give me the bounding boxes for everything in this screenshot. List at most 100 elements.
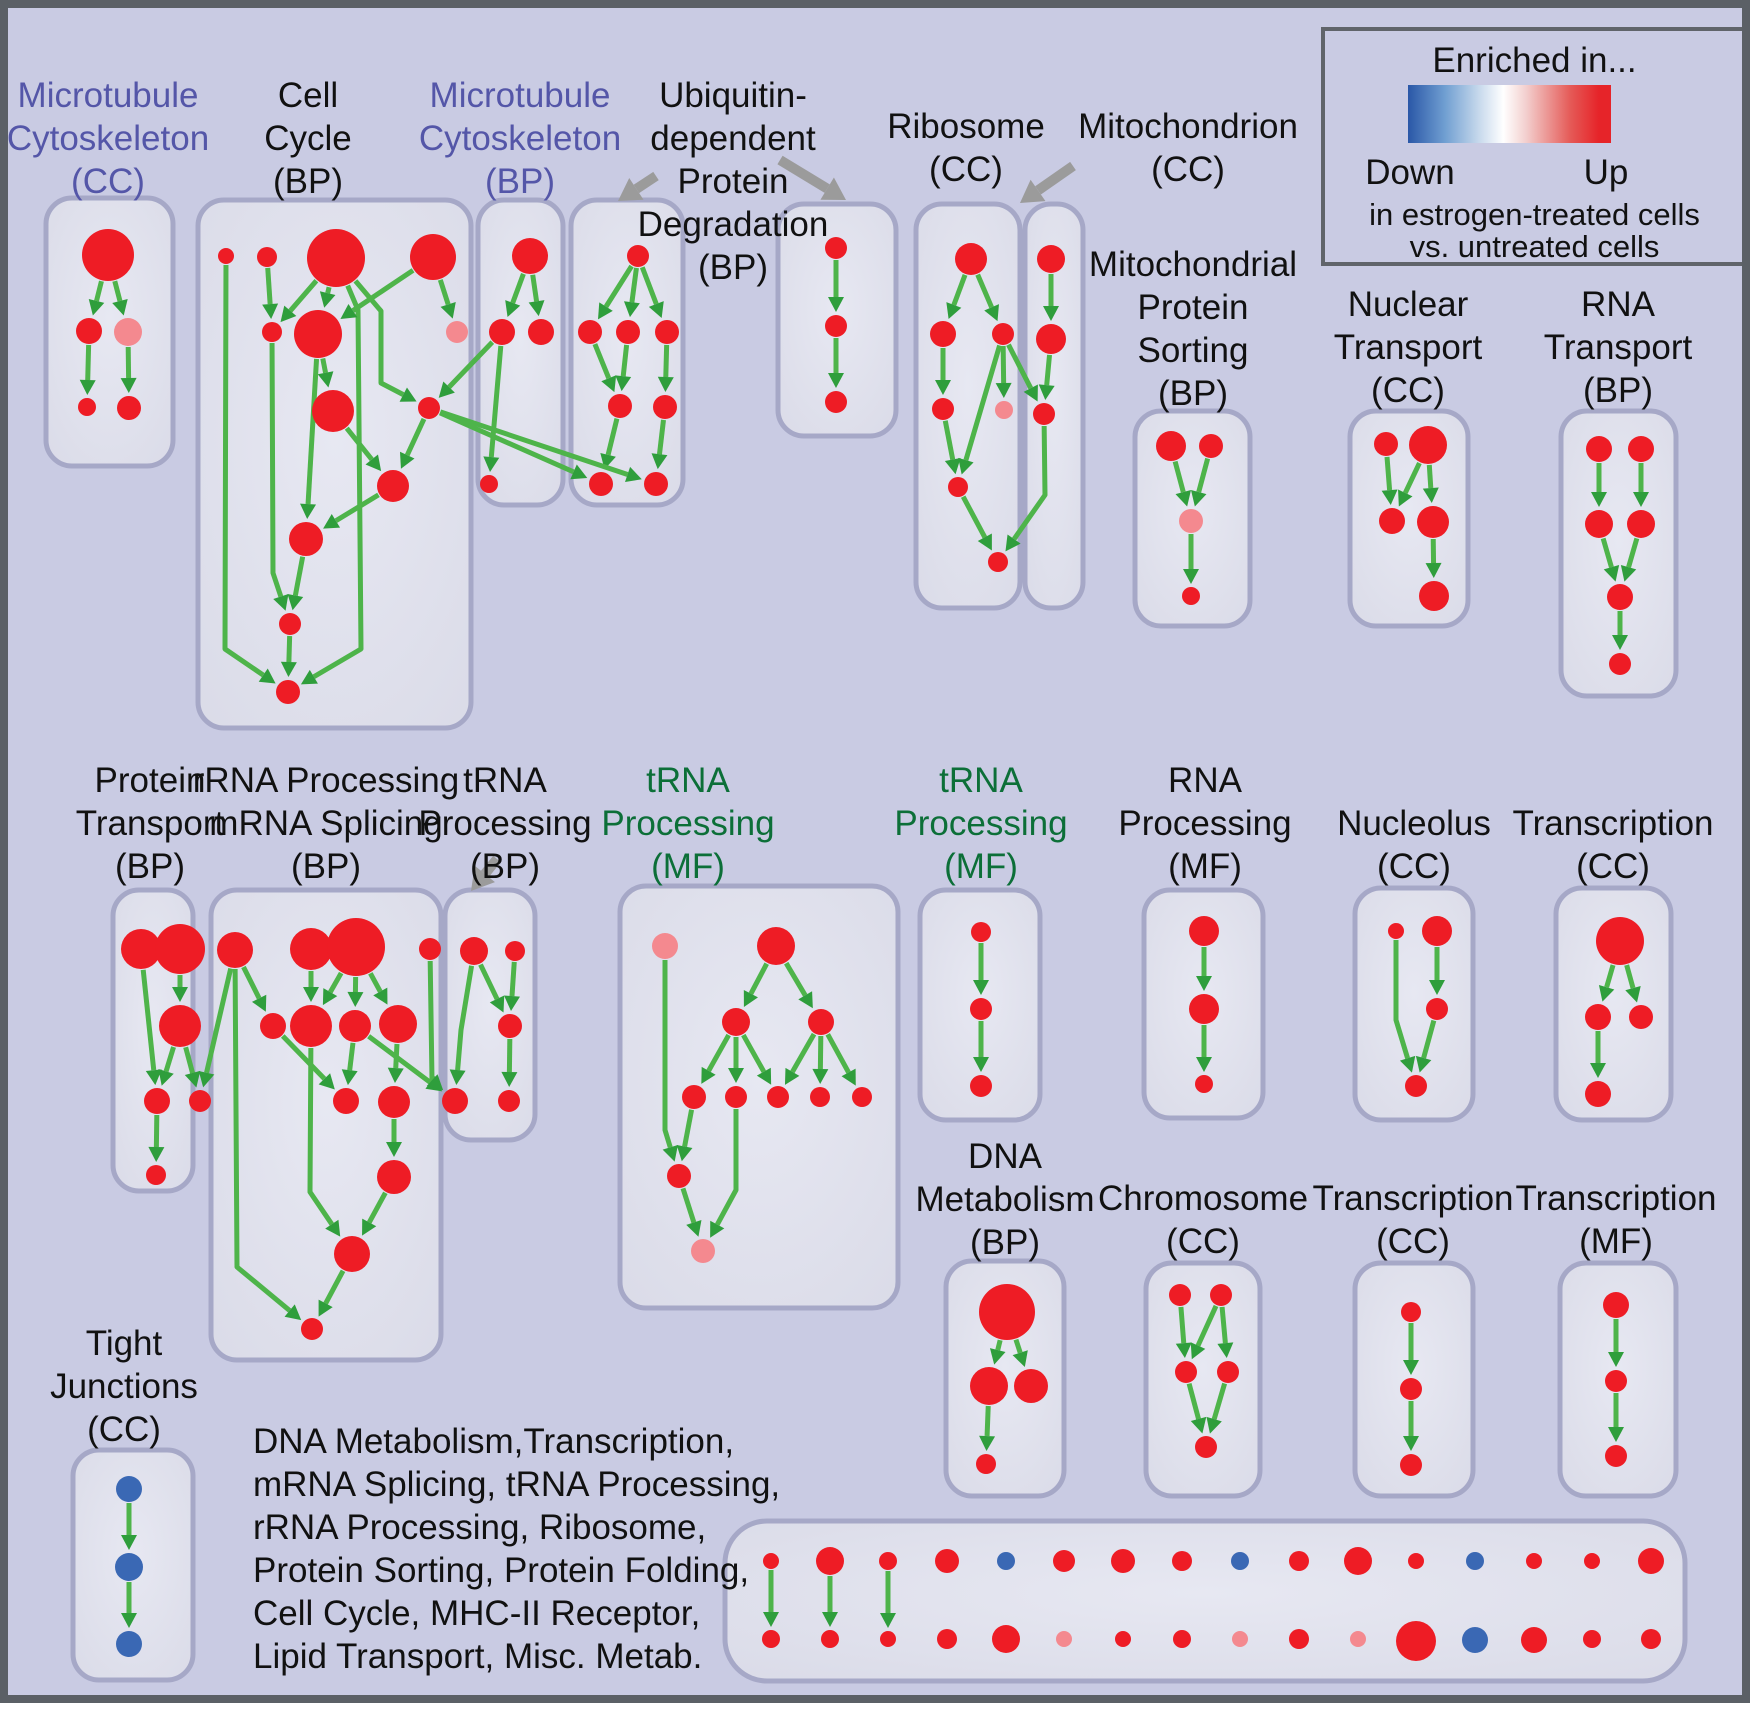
edge-arrow-head (648, 301, 664, 318)
edge-arrow (975, 273, 994, 309)
edge-arrow (662, 960, 673, 1149)
cluster-label-rna-processing-mf: RNA Processing (MF) (1118, 761, 1292, 886)
edge-arrow-head (145, 1069, 162, 1086)
go-term-node (78, 398, 96, 416)
annotation-arrow-head (471, 865, 495, 891)
go-term-node (334, 1236, 370, 1272)
edge-arrow-head (798, 991, 813, 1009)
edge-arrow-head (973, 1057, 989, 1072)
edge-arrow (478, 963, 500, 1001)
edge-arrow-head (1403, 1436, 1419, 1451)
edge-arrow-head (148, 1146, 165, 1163)
go-term-node (257, 247, 277, 267)
edge-arrow-head (319, 291, 336, 308)
go-term-node (1641, 1629, 1661, 1649)
go-term-node (1189, 916, 1219, 946)
edge-arrow (85, 344, 92, 381)
edge-arrow (347, 1042, 356, 1071)
edge-arrow (183, 1046, 195, 1074)
misc-clusters-label: DNA Metabolism,Transcription, mRNA Splic… (253, 1422, 781, 1676)
edge-arrow-head (944, 457, 961, 475)
go-term-node (1419, 581, 1449, 611)
edge-arrow-head (158, 1069, 174, 1086)
edge-arrow-head (365, 454, 382, 472)
edge-arrow-head (841, 1068, 856, 1086)
edge-arrow (334, 492, 380, 523)
edge-arrow (94, 280, 104, 302)
edge-arrow-head (1217, 1342, 1234, 1359)
go-term-node (146, 1165, 166, 1185)
edge-arrow (367, 1191, 388, 1224)
edge-arrow (1186, 1382, 1201, 1420)
edge-arrow (741, 1033, 767, 1073)
edge-arrow (140, 969, 157, 1071)
go-term-node (608, 394, 632, 418)
go-term-node (1396, 1621, 1436, 1661)
go-term-node (1289, 1551, 1309, 1571)
edge-arrow (963, 344, 1003, 461)
cluster-box-nuclear-transport-cc (1347, 408, 1471, 629)
edge-arrow-head (743, 989, 758, 1007)
edge-arrow-head (615, 375, 632, 392)
edge-arrow-head (322, 988, 338, 1006)
edge-arrow-head (686, 1219, 702, 1237)
edge-arrow (942, 420, 956, 460)
edge-arrow-head (1608, 1352, 1624, 1367)
edge-arrow (1421, 1019, 1437, 1059)
edge-arrow-head (973, 980, 989, 995)
go-term-node (1195, 1436, 1217, 1458)
go-term-node (1033, 403, 1055, 425)
go-term-node (377, 470, 409, 502)
edge-arrow-head (341, 1069, 358, 1086)
go-term-node (1585, 1004, 1611, 1030)
go-term-node (301, 1318, 323, 1340)
edge-arrow-head (657, 376, 674, 393)
legend-up-label: Up (1583, 153, 1629, 192)
go-term-node (810, 1087, 830, 1107)
edge-arrow-head (449, 1069, 466, 1086)
edge-arrow-head (1591, 492, 1607, 507)
cluster-label-transcription-mf: Transcription (MF) (1515, 1179, 1717, 1261)
go-term-node (808, 1009, 834, 1035)
cluster-label-transcription-cc-2: Transcription (CC) (1312, 1179, 1514, 1261)
cross-edge-arrow-head (625, 466, 642, 483)
edge-arrow (715, 1109, 739, 1226)
edge-arrow-head (828, 297, 844, 312)
edge-arrow (1384, 456, 1393, 491)
go-term-node (935, 1549, 959, 1573)
go-term-node (1179, 509, 1203, 533)
cluster-label-trna-processing-mf-2: tRNA Processing (MF) (894, 761, 1068, 886)
edge-arrow (509, 961, 517, 997)
edge-arrow (368, 972, 383, 993)
go-term-node (418, 397, 440, 419)
go-term-node (682, 1085, 706, 1109)
go-term-node (1350, 1631, 1366, 1647)
cluster-label-rna-transport-bp: RNA Transport (BP) (1543, 285, 1693, 410)
edge-arrow-head (1196, 1057, 1212, 1072)
cross-edge-arrow (438, 410, 575, 475)
edge-arrow-head (284, 1304, 302, 1321)
go-term-node (767, 1086, 789, 1108)
go-term-node (333, 1088, 359, 1114)
edge-arrow-head (1608, 1427, 1624, 1442)
go-term-node (1037, 245, 1065, 273)
edge-arrow-head (728, 1068, 744, 1083)
annotation-arrow-head (1020, 179, 1046, 203)
go-term-node (825, 315, 847, 337)
edge-arrow-head (318, 1299, 333, 1317)
edge-arrow (323, 1269, 346, 1305)
cluster-label-rrna-processing-mrna-splicing-bp: rRNA Processing mRNA Splicing (BP) (192, 761, 460, 886)
go-term-node (1629, 1005, 1653, 1029)
go-term-node (1172, 1551, 1192, 1571)
go-term-node (218, 248, 234, 264)
edge-arrow-head (1625, 985, 1641, 1003)
go-term-node (379, 1005, 417, 1043)
go-term-node (1605, 1370, 1627, 1392)
edge-arrow (1624, 964, 1636, 989)
annotation-arrow-head (820, 177, 846, 200)
go-term-node (578, 320, 602, 344)
go-term-node (377, 1160, 411, 1194)
edge-arrow (1211, 1382, 1228, 1420)
go-term-node (725, 1086, 747, 1108)
go-term-node (1232, 1631, 1248, 1647)
